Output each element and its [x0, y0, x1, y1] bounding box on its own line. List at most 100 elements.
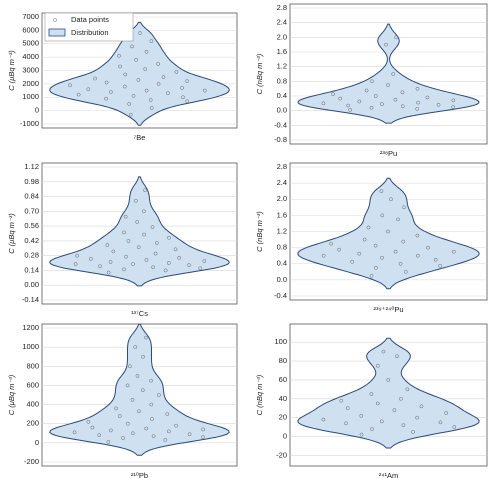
data-point — [127, 364, 132, 369]
y-tick-label: 0.28 — [24, 251, 39, 260]
data-point — [165, 412, 170, 416]
data-point — [166, 91, 170, 96]
data-point — [379, 189, 384, 194]
data-point — [144, 258, 149, 262]
data-point — [393, 97, 398, 102]
data-point — [187, 263, 191, 268]
y-tick-label: -0.4 — [274, 291, 287, 300]
y-axis-label: C (μBq m⁻³) — [7, 213, 16, 254]
data-point — [144, 335, 148, 340]
data-point — [398, 261, 403, 266]
y-tick-label: 0.00 — [24, 280, 39, 289]
y-tick-label: 1000 — [22, 342, 39, 351]
data-point — [331, 92, 335, 97]
data-point — [117, 414, 122, 418]
violin-shape — [49, 21, 230, 126]
data-point — [125, 421, 130, 426]
plot-frame — [289, 323, 488, 467]
y-tick-label: 2.8 — [277, 162, 287, 171]
y-tick-label: 7000 — [22, 12, 39, 21]
data-point — [415, 86, 420, 91]
data-point — [436, 102, 441, 107]
plot-frame — [41, 162, 238, 305]
data-point — [369, 273, 374, 278]
data-point — [108, 428, 113, 433]
data-point — [144, 88, 149, 93]
data-point — [123, 214, 128, 219]
y-tick-label: 0.8 — [277, 76, 287, 85]
data-point — [346, 103, 351, 108]
data-point — [76, 92, 81, 97]
data-point — [105, 243, 110, 247]
x-axis-label: ¹³⁷Cs — [131, 309, 148, 318]
y-tick-label: 0.4 — [277, 259, 287, 268]
data-point — [380, 255, 384, 260]
data-point — [149, 378, 153, 383]
data-point — [151, 434, 156, 439]
data-point — [117, 53, 121, 58]
data-point — [321, 253, 326, 258]
data-point — [131, 431, 135, 436]
y-tick-label: 200 — [26, 419, 39, 428]
data-point — [109, 90, 113, 94]
data-point — [373, 243, 378, 248]
data-point — [400, 104, 405, 109]
data-point — [149, 106, 154, 110]
y-tick-label: 2.4 — [277, 178, 287, 187]
data-point — [104, 80, 109, 85]
data-point — [149, 39, 154, 43]
data-point — [400, 90, 405, 95]
data-point — [97, 433, 102, 438]
data-point — [141, 354, 145, 359]
y-tick-label: 2.0 — [277, 194, 287, 203]
data-point — [373, 94, 378, 98]
y-tick-label: 0.98 — [24, 177, 39, 186]
data-point — [419, 404, 424, 409]
y-tick-label: 60 — [279, 375, 287, 384]
data-point — [144, 426, 149, 431]
data-point — [148, 98, 153, 102]
data-point — [202, 88, 207, 93]
data-point — [93, 76, 97, 81]
data-point — [451, 98, 456, 103]
data-point — [185, 99, 190, 104]
y-tick-label: -20 — [276, 450, 287, 459]
y-tick-label: 1.2 — [277, 226, 287, 235]
data-point — [106, 270, 111, 275]
data-point — [375, 363, 380, 368]
data-point — [136, 78, 141, 82]
data-point — [157, 393, 161, 397]
y-tick-label: 0.4 — [277, 91, 287, 100]
y-axis-label: C (nBq m⁻³) — [255, 211, 264, 252]
data-point — [161, 75, 166, 80]
y-tick-label: 0.8 — [277, 243, 287, 252]
y-tick-label: -200 — [24, 457, 39, 466]
data-point — [130, 397, 135, 402]
data-point — [167, 235, 171, 240]
y-tick-label: 600 — [26, 380, 39, 389]
data-point — [415, 253, 420, 258]
y-tick-label: 1.2 — [277, 62, 287, 71]
data-point — [198, 266, 203, 271]
data-point — [201, 427, 205, 432]
data-point — [130, 44, 134, 49]
y-tick-label: 0.56 — [24, 221, 39, 230]
data-point — [111, 249, 116, 254]
legend-dist-icon — [48, 28, 66, 37]
data-point — [136, 245, 141, 250]
data-point — [124, 254, 128, 259]
y-tick-label: 2.4 — [277, 18, 287, 27]
data-point — [370, 79, 374, 84]
data-point — [345, 406, 350, 411]
data-point — [68, 83, 72, 88]
y-tick-label: 0.14 — [24, 265, 39, 274]
data-point — [433, 257, 438, 262]
y-tick-label: 0.0 — [277, 106, 287, 115]
data-point — [156, 82, 161, 86]
data-point — [321, 417, 326, 422]
violin-shape — [297, 23, 480, 124]
data-point — [177, 255, 182, 260]
y-tick-label: 800 — [26, 361, 39, 370]
data-point — [339, 398, 344, 403]
